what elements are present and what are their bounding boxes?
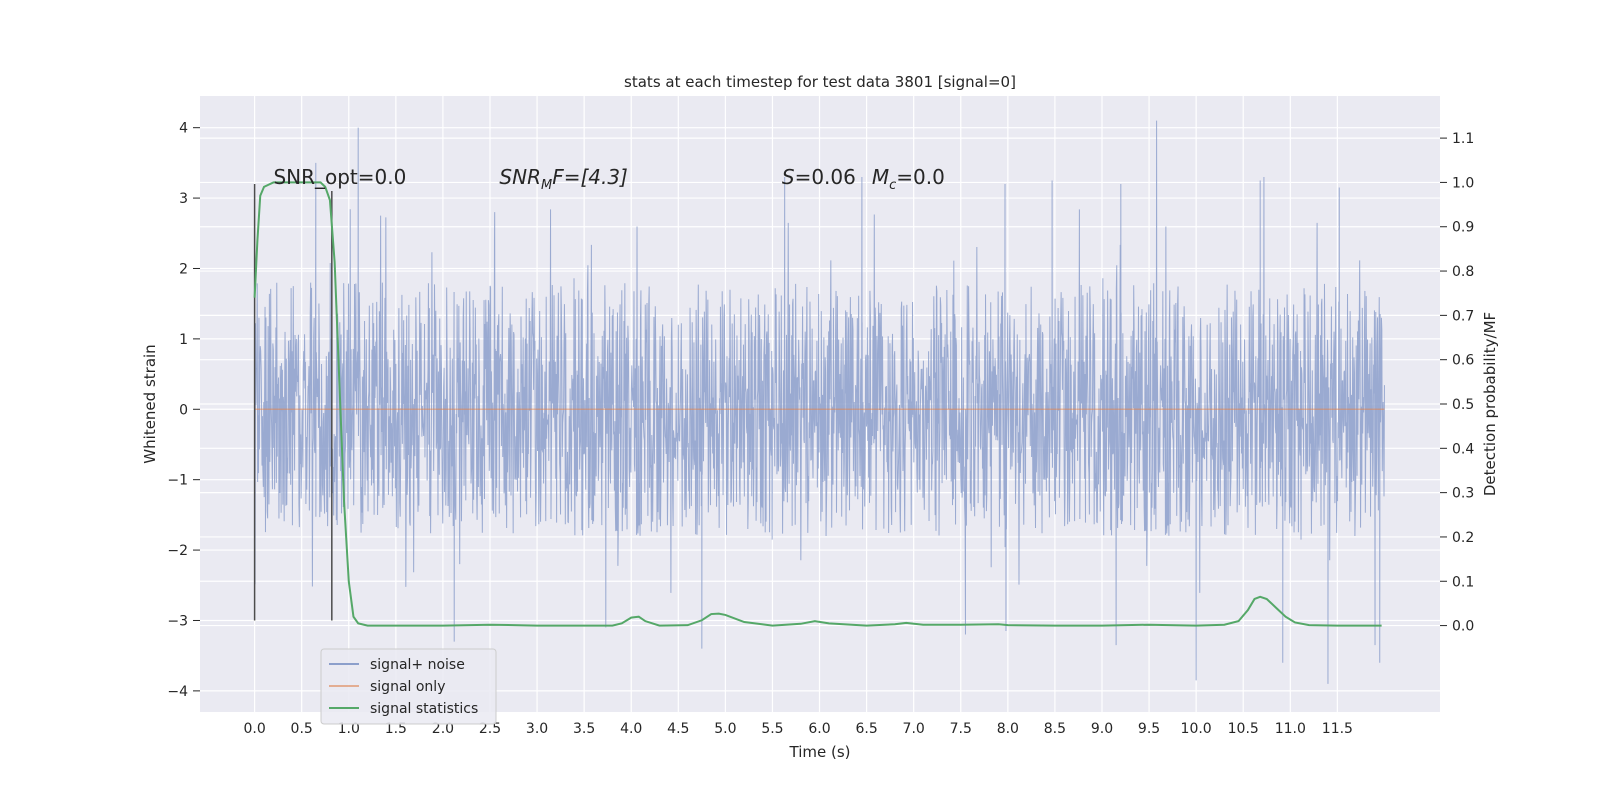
legend-label-signal-noise: signal+ noise — [370, 657, 465, 673]
x-tick-label: 5.0 — [714, 721, 736, 737]
y-right-tick-label: 0.5 — [1452, 397, 1474, 413]
y-right-tick-label: 0.2 — [1452, 530, 1474, 546]
y-left-tick-label: 3 — [179, 191, 188, 207]
x-tick-label: 3.5 — [573, 721, 595, 737]
y-left-tick-label: −2 — [167, 543, 188, 559]
legend-box — [320, 648, 497, 725]
y-left-tick-label: −3 — [167, 613, 188, 629]
x-tick-label: 1.0 — [338, 721, 360, 737]
x-tick-label: 6.5 — [855, 721, 877, 737]
axis-ticks: 0.0 0.5 1.0 1.5 2.0 2.5 3.0 3.5 4.0 4.5 5.0 5.5 6.0 6… — [167, 121, 1474, 737]
series-signal-noise — [254, 120, 1385, 684]
x-tick-label: 8.5 — [1044, 721, 1066, 737]
x-tick-label: 6.0 — [808, 721, 830, 737]
y-left-tick-label: 1 — [179, 332, 188, 348]
x-tick-label: 7.0 — [903, 721, 925, 737]
x-tick-label: 0.0 — [243, 721, 265, 737]
x-tick-label: 10.5 — [1228, 721, 1259, 737]
y-left-tick-label: 0 — [179, 402, 188, 418]
annotation-s-val: =0.06 — [795, 165, 856, 189]
annotation-s-var: S — [782, 165, 795, 189]
x-tick-label: 2.5 — [479, 721, 501, 737]
x-tick-label: 9.5 — [1138, 721, 1160, 737]
y-left-tick-label: −1 — [167, 473, 188, 489]
legend: signal+ noise signal only signal statist… — [320, 648, 497, 725]
y-right-tick-label: 0.8 — [1452, 264, 1474, 280]
x-tick-label: 9.0 — [1091, 721, 1113, 737]
series-signal-statistics — [253, 181, 1382, 627]
x-tick-label: 4.5 — [667, 721, 689, 737]
x-tick-label: 5.5 — [761, 721, 783, 737]
annotation-snr-mf: SNRMF=[4.3] — [499, 165, 627, 193]
y-right-tick-label: 0.1 — [1452, 574, 1474, 590]
y-right-tick-label: 1.0 — [1452, 175, 1474, 191]
y-right-tick-label: 0.9 — [1452, 220, 1474, 236]
annotation-snr-opt-text: SNR_opt=0.0 — [273, 165, 406, 189]
y-right-tick-label: 0.3 — [1452, 486, 1474, 502]
y-axis-label-left: Whitened strain — [141, 344, 159, 463]
x-tick-label: 8.0 — [997, 721, 1019, 737]
vertical-markers — [253, 184, 333, 621]
y-left-tick-label: 4 — [179, 121, 188, 137]
signal-noise-line — [254, 120, 1385, 684]
x-tick-label: 2.0 — [432, 721, 454, 737]
y-right-tick-label: 0.4 — [1452, 441, 1474, 457]
y-right-tick-label: 0.7 — [1452, 308, 1474, 324]
y-left-tick-label: −4 — [167, 684, 188, 700]
annotation-snr-opt: SNR_opt=0.0 — [273, 165, 406, 189]
annotation-snr-mf-base: SNR — [499, 165, 541, 189]
annotation-m-var: M — [872, 165, 889, 189]
x-tick-label: 11.5 — [1322, 721, 1353, 737]
x-tick-label: 0.5 — [291, 721, 313, 737]
x-tick-label: 4.0 — [620, 721, 642, 737]
legend-label-signal-statistics: signal statistics — [370, 701, 478, 717]
legend-label-signal-only: signal only — [370, 679, 445, 695]
y-right-tick-label: 1.1 — [1452, 131, 1474, 147]
x-tick-label: 10.0 — [1181, 721, 1212, 737]
y-axis-label-right: Detection probability/MF — [1481, 312, 1499, 496]
chart-title: stats at each timestep for test data 380… — [624, 73, 1016, 91]
y-right-tick-label: 0.6 — [1452, 353, 1474, 369]
x-tick-label: 3.0 — [526, 721, 548, 737]
annotation-snr-mf-sub: M — [541, 178, 552, 193]
signal-statistics-line — [253, 181, 1382, 627]
x-tick-label: 1.5 — [385, 721, 407, 737]
annotation-m-sub: c — [889, 178, 896, 193]
annotation-snr-mf-tail-var: F=[4.3] — [552, 165, 628, 189]
x-tick-label: 11.0 — [1275, 721, 1306, 737]
x-axis-label: Time (s) — [789, 743, 851, 761]
y-right-tick-label: 0.0 — [1452, 619, 1474, 635]
annotations: SNR_opt=0.0 SNRMF=[4.3] S=0.06 Mc=0.0 — [273, 165, 944, 193]
y-left-tick-label: 2 — [179, 261, 188, 277]
x-tick-label: 7.5 — [950, 721, 972, 737]
annotation-s-mc: S=0.06 Mc=0.0 — [782, 165, 945, 193]
annotation-m-val: =0.0 — [896, 165, 945, 189]
